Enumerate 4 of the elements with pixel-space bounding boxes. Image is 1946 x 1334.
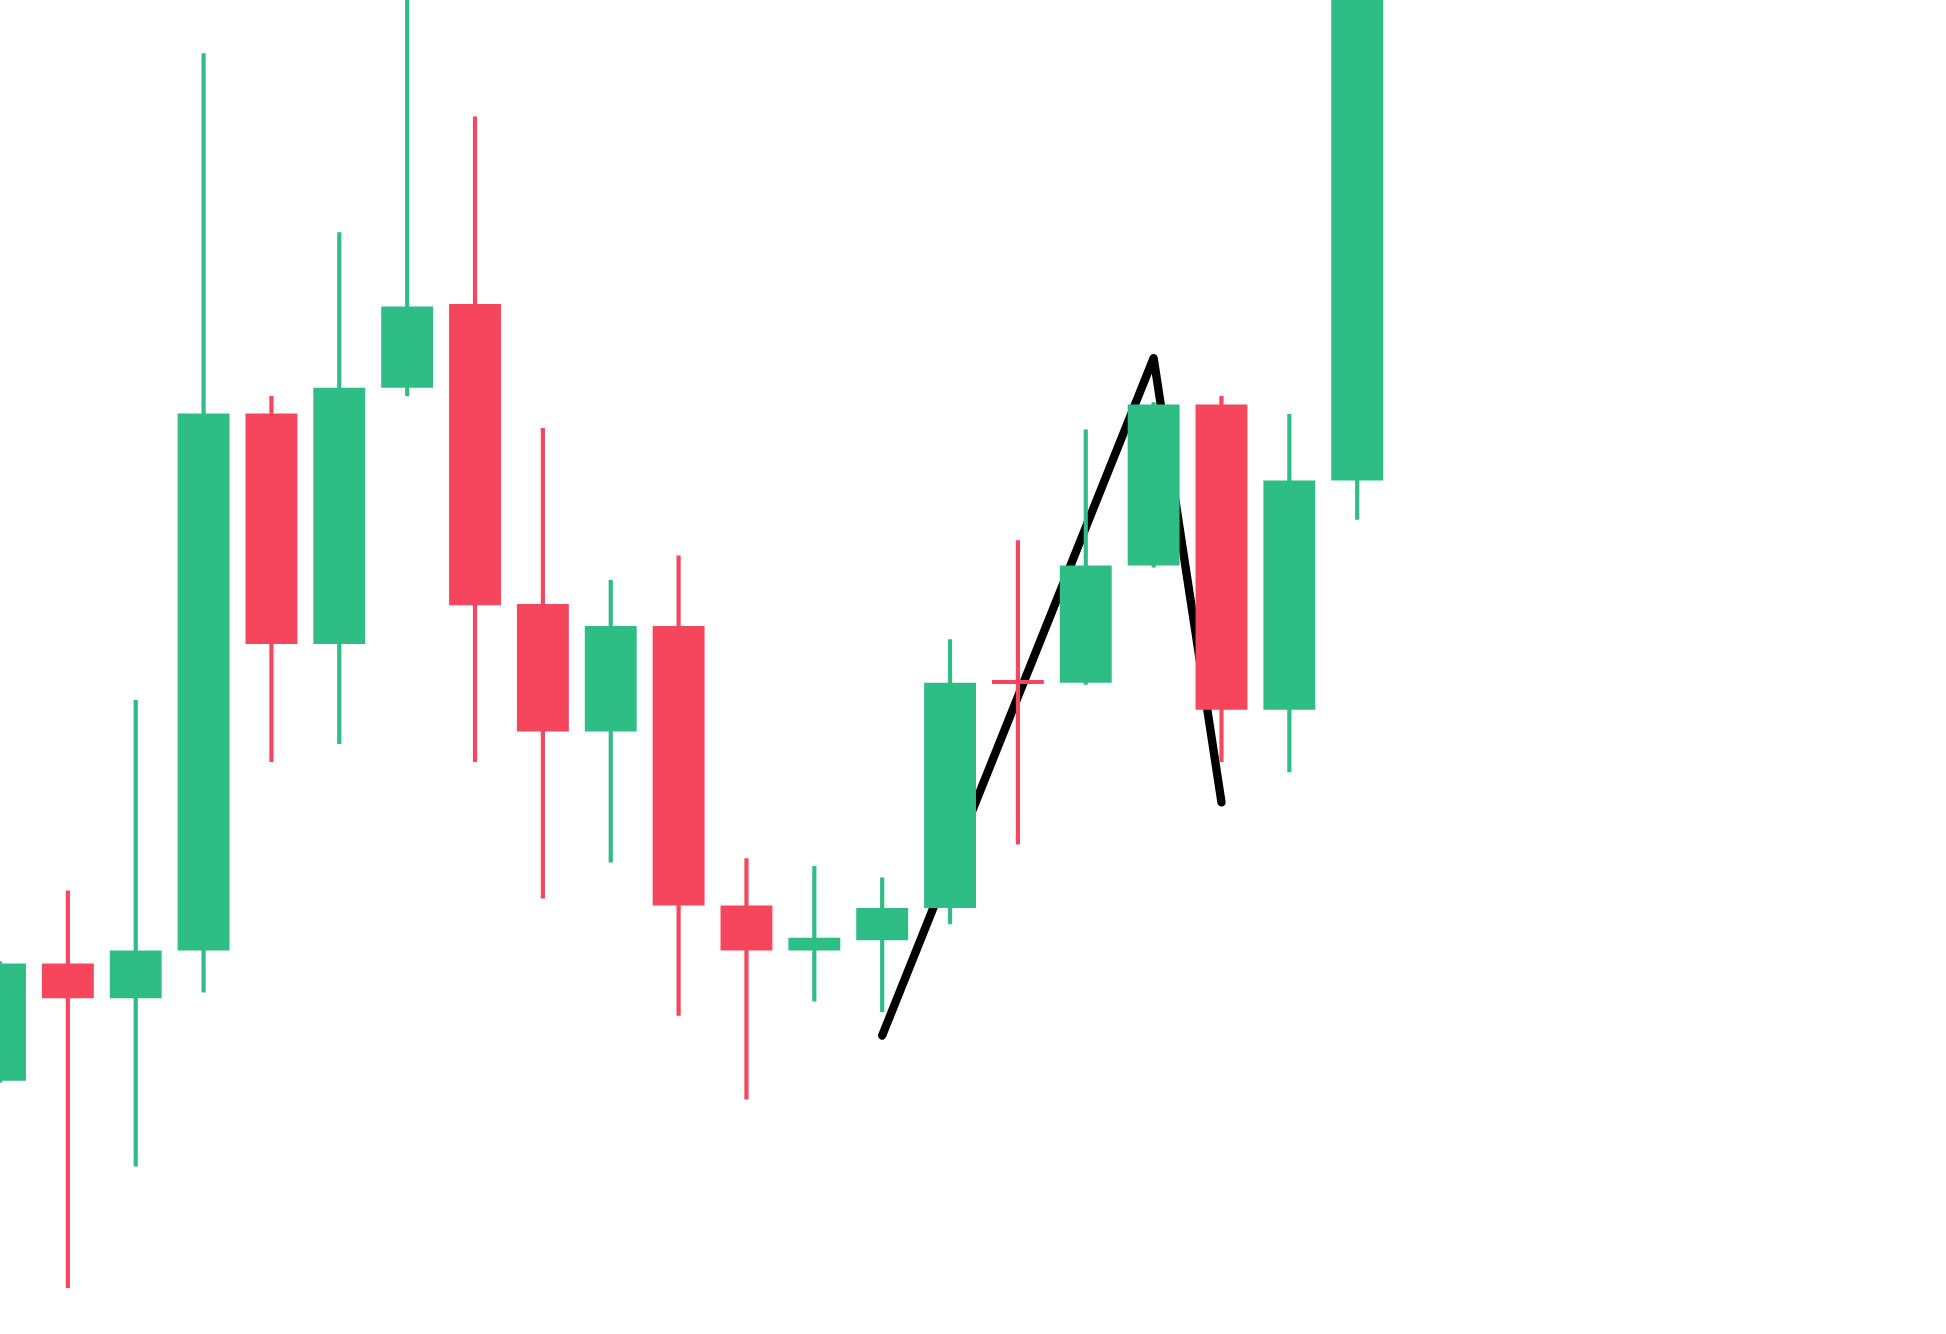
candlestick bbox=[991, 540, 1044, 845]
candlestick bbox=[788, 866, 841, 1002]
candlestick bbox=[41, 890, 94, 1288]
candlestick bbox=[109, 699, 162, 1167]
